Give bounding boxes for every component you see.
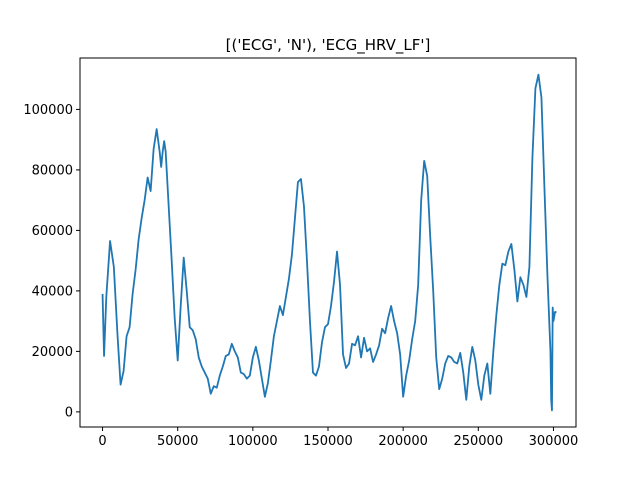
y-tick-label: 80000 [32,163,73,178]
x-axis: 0 50000 100000 150000 200000 250000 300000 [98,427,578,449]
y-tick-label: 0 [65,405,73,420]
axes-frame [79,57,577,428]
y-tick-label: 40000 [32,284,73,299]
x-tick-label: 300000 [529,434,579,449]
x-tick-label: 150000 [303,434,353,449]
plot-area [101,73,557,412]
x-tick-label: 250000 [453,434,503,449]
x-tick-label: 200000 [378,434,428,449]
x-tick-label: 0 [98,434,106,449]
series-line-0 [101,73,557,412]
x-tick-label: 100000 [228,434,278,449]
chart-title: [('ECG', 'N'), 'ECG_HRV_LF'] [226,36,431,55]
x-tick-label: 50000 [157,434,198,449]
y-tick-label: 60000 [32,224,73,239]
y-tick-label: 100000 [23,103,73,118]
y-tick-label: 20000 [32,345,73,360]
y-axis: 0 20000 40000 60000 80000 100000 [23,103,80,420]
